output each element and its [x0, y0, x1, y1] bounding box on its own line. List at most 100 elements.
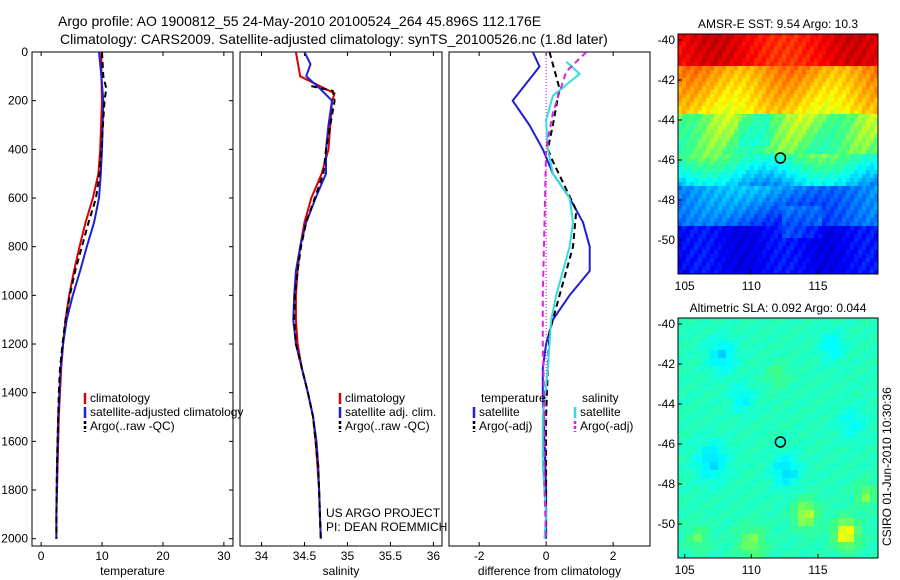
map-cell	[758, 234, 763, 239]
map-cell	[718, 534, 727, 543]
map-cell	[710, 98, 715, 103]
map-cell	[778, 62, 783, 67]
map-cell	[786, 210, 791, 215]
map-cell	[706, 98, 711, 103]
map-cell	[722, 262, 727, 267]
map-cell	[786, 242, 791, 247]
map-cell	[746, 190, 751, 195]
map-cell	[854, 162, 859, 167]
map-cell	[870, 542, 879, 551]
map-cell	[874, 62, 879, 67]
map-cell	[838, 182, 843, 187]
map-cell	[822, 518, 831, 527]
map-cell	[778, 222, 783, 227]
map-cell	[694, 494, 703, 503]
map-cell	[706, 138, 711, 143]
map-cell	[762, 118, 767, 123]
map-cell	[790, 194, 795, 199]
map-cell	[858, 226, 863, 231]
map-cell	[690, 122, 695, 127]
map-cell	[714, 106, 719, 111]
map-cell	[778, 86, 783, 91]
map-cell	[698, 226, 703, 231]
map-cell	[686, 82, 691, 87]
map-cell	[778, 142, 783, 147]
map-cell	[754, 210, 759, 215]
map-cell	[814, 130, 819, 135]
map-cell	[790, 518, 799, 527]
map-cell	[726, 146, 731, 151]
map-cell	[874, 210, 879, 215]
map-cell	[734, 230, 739, 235]
map-cell	[770, 86, 775, 91]
map-cell	[710, 266, 715, 271]
map-cell	[678, 34, 683, 39]
map-cell	[726, 34, 731, 39]
map-cell	[742, 162, 747, 167]
map-cell	[750, 170, 755, 175]
map-cell	[690, 126, 695, 131]
map-cell	[862, 46, 867, 51]
map-cell	[802, 110, 807, 115]
map-cell	[686, 430, 695, 439]
map-cell	[690, 82, 695, 87]
map-cell	[730, 158, 735, 163]
map-cell	[698, 238, 703, 243]
map-cell	[830, 70, 835, 75]
map-cell	[694, 334, 703, 343]
map-cell	[838, 406, 847, 415]
map-cell	[686, 326, 695, 335]
map-cell	[734, 134, 739, 139]
map-cell	[842, 166, 847, 171]
map-cell	[790, 358, 799, 367]
y-tick-label: 1400	[1, 386, 28, 400]
map-cell	[746, 254, 751, 259]
map-cell	[806, 374, 815, 383]
map-cell	[734, 142, 739, 147]
map-cell	[870, 218, 875, 223]
map-cell	[854, 58, 859, 63]
map-cell	[698, 134, 703, 139]
map-cell	[726, 406, 735, 415]
map-cell	[846, 230, 851, 235]
map-cell	[874, 234, 879, 239]
map-cell	[802, 242, 807, 247]
map-cell	[702, 350, 711, 359]
map-cell	[778, 262, 783, 267]
map-cell	[778, 102, 783, 107]
map-cell	[778, 146, 783, 151]
map-cell	[746, 230, 751, 235]
map-cell	[794, 150, 799, 155]
map-cell	[830, 438, 839, 447]
map-cell	[874, 258, 879, 263]
map-cell	[838, 234, 843, 239]
map-cell	[734, 358, 743, 367]
map-cell	[730, 62, 735, 67]
map-cell	[766, 374, 775, 383]
map-cell	[858, 182, 863, 187]
map-cell	[758, 374, 767, 383]
map-cell	[746, 186, 751, 191]
map-cell	[742, 138, 747, 143]
map-cell	[714, 246, 719, 251]
map-cell	[678, 66, 683, 71]
map-cell	[830, 446, 839, 455]
map-cell	[718, 446, 727, 455]
map-cell	[758, 166, 763, 171]
map-cell	[782, 374, 791, 383]
map-cell	[826, 66, 831, 71]
map-cell	[678, 454, 687, 463]
map-cell	[702, 334, 711, 343]
map-cell	[682, 206, 687, 211]
map-cell	[710, 42, 715, 47]
map-cell	[786, 74, 791, 79]
map-cell	[742, 342, 751, 351]
map-cell	[806, 178, 811, 183]
map-cell	[710, 134, 715, 139]
map-cell	[794, 126, 799, 131]
map-cell	[822, 130, 827, 135]
map-cell	[798, 246, 803, 251]
map-cell	[814, 526, 823, 535]
map-cell	[798, 42, 803, 47]
map-cell	[818, 46, 823, 51]
